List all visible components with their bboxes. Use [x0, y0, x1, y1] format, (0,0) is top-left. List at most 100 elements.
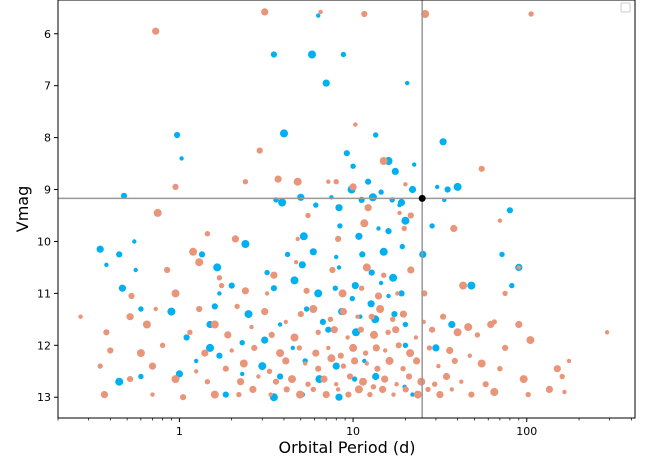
- data-point: [394, 382, 399, 387]
- data-point: [284, 251, 291, 258]
- data-point: [421, 10, 430, 18]
- data-point: [276, 349, 285, 358]
- data-point: [402, 321, 409, 328]
- data-point: [487, 320, 495, 329]
- data-point: [474, 332, 481, 338]
- data-point: [288, 375, 296, 384]
- x-tick-label: 1: [176, 425, 183, 438]
- data-point: [442, 372, 451, 381]
- data-point: [261, 308, 269, 316]
- data-point: [439, 138, 447, 146]
- data-point: [174, 131, 181, 139]
- data-point: [295, 236, 300, 242]
- data-point: [340, 363, 347, 369]
- data-point: [346, 373, 354, 380]
- data-point: [268, 392, 273, 397]
- data-point: [315, 365, 322, 372]
- data-point: [195, 258, 204, 267]
- data-point: [373, 132, 379, 138]
- data-point: [194, 369, 199, 374]
- data-point: [283, 319, 288, 325]
- data-point: [459, 379, 464, 384]
- data-point: [133, 267, 138, 273]
- data-point: [118, 284, 126, 292]
- data-point: [305, 381, 311, 387]
- data-point: [282, 357, 290, 365]
- data-point: [432, 381, 438, 387]
- data-point: [345, 335, 350, 340]
- data-point: [293, 177, 302, 186]
- data-point: [261, 336, 269, 344]
- data-point: [277, 373, 284, 380]
- data-point: [413, 335, 419, 340]
- data-point: [261, 8, 269, 16]
- y-tick-label: 7: [44, 80, 51, 93]
- data-point: [467, 353, 472, 358]
- data-point: [365, 178, 372, 185]
- data-point: [351, 282, 359, 290]
- data-point: [446, 346, 454, 355]
- data-point: [78, 314, 83, 319]
- data-point: [392, 326, 400, 334]
- data-point: [303, 287, 310, 294]
- data-point: [229, 348, 234, 353]
- data-point: [297, 193, 305, 201]
- data-point: [562, 389, 567, 395]
- data-point: [239, 340, 245, 346]
- data-point: [343, 150, 350, 157]
- data-point: [374, 365, 381, 372]
- data-point: [159, 342, 166, 348]
- data-point: [148, 362, 157, 370]
- data-point: [172, 183, 179, 190]
- data-point: [400, 366, 406, 372]
- data-point: [449, 387, 454, 392]
- data-point: [237, 378, 245, 386]
- highlight-point: [418, 194, 426, 202]
- data-point: [277, 322, 283, 327]
- data-point: [515, 320, 523, 329]
- data-point: [367, 300, 375, 308]
- data-point: [120, 192, 128, 199]
- plot-frame: [57, 0, 636, 419]
- data-point: [264, 291, 270, 296]
- legend-box: [620, 2, 631, 13]
- data-point: [350, 163, 356, 169]
- y-tick-label: 6: [44, 28, 51, 41]
- data-point: [385, 356, 394, 365]
- data-point: [378, 189, 384, 195]
- data-point: [217, 291, 222, 296]
- data-point: [290, 333, 299, 342]
- data-point: [395, 342, 402, 349]
- data-point: [408, 185, 417, 194]
- data-point: [499, 251, 505, 258]
- data-point: [367, 391, 373, 398]
- data-point: [391, 311, 398, 318]
- data-point: [376, 226, 381, 231]
- data-point: [97, 363, 103, 369]
- data-point: [372, 344, 380, 352]
- data-point: [128, 292, 135, 300]
- data-point: [405, 373, 413, 380]
- data-point: [218, 282, 225, 289]
- data-point: [553, 365, 561, 373]
- data-point: [368, 193, 377, 202]
- data-point: [526, 336, 535, 345]
- data-point: [283, 386, 290, 393]
- data-point: [374, 292, 383, 300]
- data-point: [198, 251, 206, 258]
- data-point: [329, 266, 336, 274]
- data-point: [167, 307, 176, 316]
- x-tick-label: 100: [516, 425, 537, 438]
- data-point: [391, 392, 396, 397]
- data-point: [383, 348, 388, 353]
- data-point: [516, 265, 521, 270]
- data-point: [468, 391, 475, 398]
- data-point: [305, 212, 311, 219]
- data-point: [264, 269, 270, 276]
- data-point: [270, 51, 277, 58]
- data-point: [249, 385, 257, 393]
- data-point: [451, 357, 458, 364]
- data-point: [303, 361, 308, 366]
- data-point: [379, 157, 388, 165]
- data-point: [502, 344, 509, 351]
